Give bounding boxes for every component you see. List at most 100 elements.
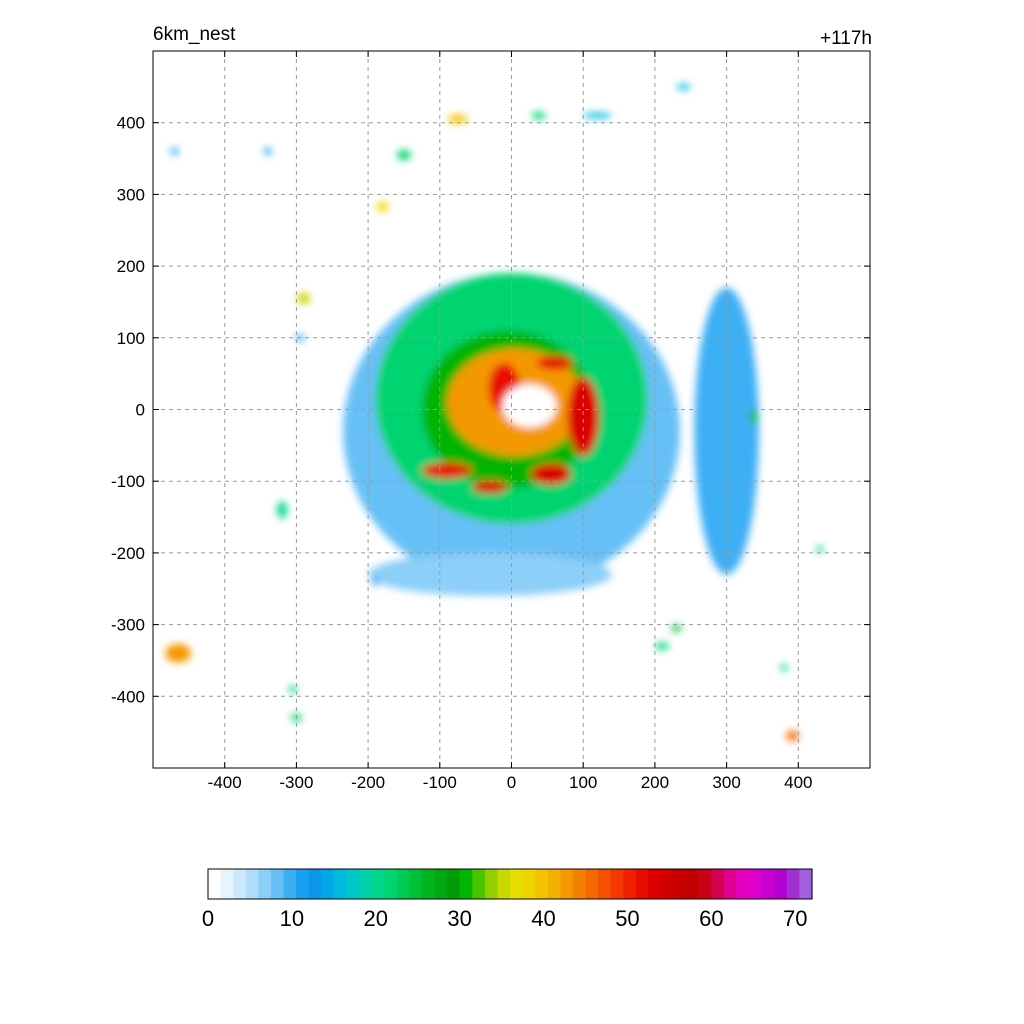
y-tick-label: -400 bbox=[111, 687, 145, 706]
colorbar-segment bbox=[421, 869, 436, 899]
field-cell bbox=[170, 147, 179, 155]
colorbar-tick-label: 50 bbox=[615, 906, 639, 931]
colorbar-segment bbox=[673, 869, 687, 899]
colorbar-segment bbox=[447, 869, 461, 899]
colorbar-segment bbox=[384, 869, 398, 899]
colorbar-segment bbox=[749, 869, 763, 899]
field-east_band bbox=[694, 287, 759, 575]
colorbar-tick-label: 20 bbox=[364, 906, 388, 931]
colorbar-segment bbox=[371, 869, 385, 899]
colorbar-segment bbox=[510, 869, 524, 899]
colorbar-segment bbox=[220, 869, 234, 899]
field-cell bbox=[671, 624, 682, 632]
colorbar-segment bbox=[585, 869, 599, 899]
y-axis-ticks: 400 300 200 100 0 -100 -200 -300 -400 bbox=[111, 114, 870, 706]
field-band_se bbox=[530, 463, 572, 485]
field-cell bbox=[288, 685, 298, 693]
x-tick-label: -100 bbox=[423, 773, 457, 792]
y-tick-label: 300 bbox=[117, 185, 145, 204]
x-tick-label: 300 bbox=[712, 773, 740, 792]
x-tick-label: 400 bbox=[784, 773, 812, 792]
field-cell bbox=[371, 577, 379, 586]
colorbar-segment bbox=[623, 869, 637, 899]
colorbar-segment bbox=[560, 869, 574, 899]
field-eyewall_e bbox=[567, 377, 599, 457]
colorbar-segment bbox=[547, 869, 561, 899]
field-cell bbox=[264, 147, 272, 155]
field-cell bbox=[297, 292, 311, 305]
colorbar-segment bbox=[472, 869, 486, 899]
colorbar-segment bbox=[736, 869, 750, 899]
colorbar bbox=[208, 869, 813, 899]
colorbar-tick-label: 70 bbox=[783, 906, 807, 931]
field-cell bbox=[676, 83, 691, 90]
colorbar-segment bbox=[635, 869, 650, 899]
x-tick-label: -300 bbox=[279, 773, 313, 792]
colorbar-segment bbox=[610, 869, 624, 899]
colorbar-segment bbox=[698, 869, 712, 899]
colorbar-segment bbox=[648, 869, 662, 899]
colorbar-segment bbox=[233, 869, 247, 899]
field-band_s bbox=[472, 480, 508, 494]
x-axis-ticks: -400 -300 -200 -100 0 100 200 300 400 bbox=[208, 51, 812, 792]
colorbar-tick-label: 40 bbox=[531, 906, 555, 931]
field-cell bbox=[376, 201, 389, 212]
colorbar-segment bbox=[396, 869, 410, 899]
colorbar-segment bbox=[409, 869, 423, 899]
y-tick-label: -300 bbox=[111, 616, 145, 635]
colorbar-segment bbox=[774, 869, 788, 899]
y-tick-label: 0 bbox=[136, 401, 145, 420]
field-cell bbox=[780, 664, 788, 672]
field-cell bbox=[277, 501, 288, 519]
colorbar-segment bbox=[799, 869, 813, 899]
y-tick-label: -200 bbox=[111, 544, 145, 563]
colorbar-segment bbox=[245, 869, 259, 899]
colorbar-segment bbox=[723, 869, 738, 899]
field-south_band bbox=[368, 552, 612, 596]
colorbar-segment bbox=[434, 869, 448, 899]
field-cell bbox=[816, 545, 824, 553]
field-cell bbox=[396, 149, 412, 160]
field-cell bbox=[447, 114, 468, 124]
x-tick-label: -400 bbox=[208, 773, 242, 792]
field-cell bbox=[749, 409, 759, 424]
colorbar-segment bbox=[333, 869, 348, 899]
field-band_sw bbox=[421, 462, 473, 479]
field-cell bbox=[786, 730, 800, 741]
chart-title: 6km_nest bbox=[153, 24, 236, 45]
colorbar-segment bbox=[497, 869, 511, 899]
forecast-hour-label: +117h bbox=[820, 28, 872, 49]
colorbar-segment bbox=[308, 869, 322, 899]
colorbar-segment bbox=[598, 869, 612, 899]
field-cell bbox=[583, 112, 612, 119]
colorbar-segment bbox=[786, 869, 801, 899]
colorbar-frame bbox=[207, 868, 813, 900]
colorbar-segment bbox=[572, 869, 587, 899]
precip-field bbox=[165, 83, 824, 741]
colorbar-tick-label: 0 bbox=[202, 906, 214, 931]
field-blobs bbox=[165, 83, 824, 741]
field-cell bbox=[654, 642, 670, 650]
colorbar-ticks: 0 10 20 30 40 50 60 70 bbox=[202, 906, 808, 931]
colorbar-segment bbox=[296, 869, 310, 899]
x-tick-label: 100 bbox=[569, 773, 597, 792]
y-tick-label: 100 bbox=[117, 329, 145, 348]
x-tick-label: -200 bbox=[351, 773, 385, 792]
colorbar-segment bbox=[686, 869, 700, 899]
colorbar-segment bbox=[711, 869, 725, 899]
colorbar-segment bbox=[484, 869, 499, 899]
colorbar-segment bbox=[535, 869, 549, 899]
field-cell bbox=[165, 643, 192, 663]
field-cell bbox=[531, 111, 546, 120]
colorbar-tick-label: 30 bbox=[447, 906, 471, 931]
colorbar-segment bbox=[359, 869, 373, 899]
colorbar-segment bbox=[258, 869, 272, 899]
colorbar-segment bbox=[522, 869, 536, 899]
x-tick-label: 200 bbox=[641, 773, 669, 792]
colorbar-segment bbox=[661, 869, 675, 899]
colorbar-tick-label: 60 bbox=[699, 906, 723, 931]
colorbar-segment bbox=[761, 869, 775, 899]
y-tick-label: -100 bbox=[111, 472, 145, 491]
colorbar-segment bbox=[346, 869, 360, 899]
